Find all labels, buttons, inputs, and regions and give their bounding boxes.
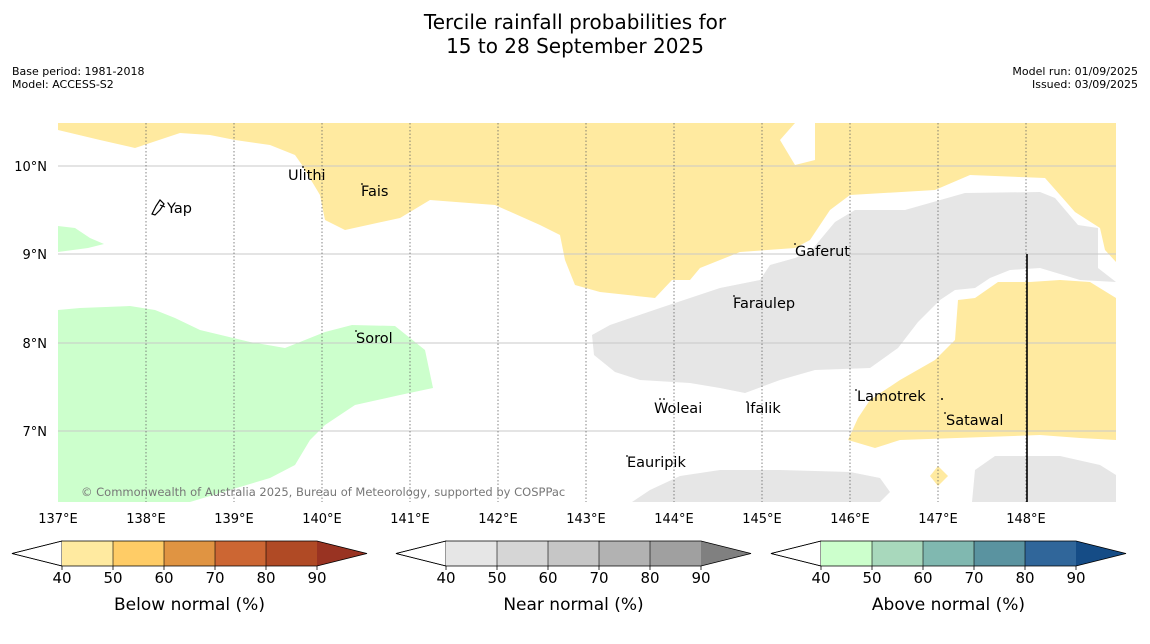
legend-title: Above normal (%) (872, 595, 1025, 615)
legend-tick-label: 80 (640, 569, 659, 587)
place-label-gaferut: Gaferut (795, 244, 850, 260)
legend-tick-label: 40 (52, 569, 71, 587)
legend-tick-label: 80 (1015, 569, 1034, 587)
island-markers (302, 166, 946, 457)
legend-tick-label: 60 (913, 569, 932, 587)
meta-right: Model run: 01/09/2025 Issued: 03/09/2025 (1012, 65, 1138, 91)
legend-extend-high (317, 541, 367, 566)
place-label-sorol: Sorol (356, 331, 393, 347)
legend-tick-label: 50 (103, 569, 122, 587)
legend-title: Below normal (%) (114, 595, 265, 615)
legend-tick-label: 70 (964, 569, 983, 587)
lon-label-145e: 145°E (742, 512, 782, 527)
legend-swatch (1025, 541, 1076, 566)
yap-island (151, 199, 166, 216)
map-area: Ulithi Fais Yap Gaferut Faraulep Sorol L… (58, 123, 1116, 502)
lon-label-141e: 141°E (390, 512, 430, 527)
legend-swatch (446, 541, 497, 566)
legend-tick-label: 70 (589, 569, 608, 587)
meta-left: Base period: 1981-2018 Model: ACCESS-S2 (12, 65, 144, 91)
lon-label-140e: 140°E (302, 512, 342, 527)
legend-swatch (872, 541, 923, 566)
legend-swatch (62, 541, 113, 566)
legend-tick-label: 90 (1066, 569, 1085, 587)
legend-tick-label: 40 (436, 569, 455, 587)
legend-extend-low (395, 540, 447, 567)
map-title-line2: 15 to 28 September 2025 (446, 34, 704, 58)
place-label-lamotrek: Lamotrek (857, 389, 926, 405)
legend-tick-label: 80 (256, 569, 275, 587)
region-above-normal-northwest (58, 226, 104, 252)
region-below-normal-small (930, 466, 948, 486)
legend-swatch (113, 541, 164, 566)
base-period: Base period: 1981-2018 (12, 65, 145, 78)
legend-above-normal: 40 50 60 70 80 90 Above normal (%) (770, 540, 1127, 615)
lon-label-148e: 148°E (1006, 512, 1046, 527)
lon-label-142e: 142°E (478, 512, 518, 527)
legend-tick-label: 70 (205, 569, 224, 587)
legend-swatch (650, 541, 701, 566)
lat-label-8n: 8°N (23, 337, 48, 352)
longitude-gridlines (145, 123, 1027, 502)
legend-below-normal: 40 50 60 70 80 90 Below normal (%) (11, 540, 368, 615)
place-label-eauripik: Eauripik (627, 455, 686, 471)
legend-swatch (821, 541, 872, 566)
legend-tick-label: 50 (487, 569, 506, 587)
lat-label-9n: 9°N (23, 248, 48, 263)
region-near-normal-southeast (972, 456, 1116, 502)
legend-swatch (548, 541, 599, 566)
model-name: Model: ACCESS-S2 (12, 78, 114, 91)
longitude-labels: 137°E 138°E 139°E 140°E 141°E 142°E 143°… (38, 512, 1046, 527)
map-title-line1: Tercile rainfall probabilities for (423, 10, 727, 34)
lon-label-147e: 147°E (918, 512, 958, 527)
place-label-woleai: Woleai (654, 401, 702, 417)
legend-extend-high (1076, 541, 1126, 566)
place-label-ifalik: Ifalik (746, 401, 781, 417)
legend-extend-high (701, 541, 751, 566)
legend-extend-low (11, 540, 63, 567)
latitude-labels: 10°N 9°N 8°N 7°N (14, 160, 47, 440)
legend-swatch (497, 541, 548, 566)
legend-tick-label: 40 (811, 569, 830, 587)
legend-title: Near normal (%) (503, 595, 643, 615)
place-label-ulithi: Ulithi (288, 168, 326, 184)
legend-swatch (599, 541, 650, 566)
place-label-faraulep: Faraulep (733, 296, 795, 312)
legend-extend-low (770, 540, 822, 567)
legend-tick-label: 90 (307, 569, 326, 587)
legend-near-normal: 40 50 60 70 80 90 Near normal (%) (395, 540, 752, 615)
legend-swatch (923, 541, 974, 566)
legend-tick-label: 60 (154, 569, 173, 587)
legend-swatch (164, 541, 215, 566)
place-label-satawal: Satawal (946, 413, 1003, 429)
lon-label-137e: 137°E (38, 512, 78, 527)
legend-tick-label: 50 (862, 569, 881, 587)
region-near-normal-south (632, 470, 890, 502)
lat-label-10n: 10°N (14, 160, 47, 175)
lon-label-146e: 146°E (830, 512, 870, 527)
region-above-normal-west (58, 306, 433, 502)
legend-swatch (215, 541, 266, 566)
lat-label-7n: 7°N (23, 425, 48, 440)
legend-tick-label: 60 (538, 569, 557, 587)
place-label-yap: Yap (166, 201, 192, 217)
lon-label-139e: 139°E (214, 512, 254, 527)
issued-date: Issued: 03/09/2025 (1031, 78, 1138, 91)
region-below-normal-southeast (848, 280, 1116, 448)
copyright-text: © Commonwealth of Australia 2025, Bureau… (81, 485, 565, 499)
legend-swatch (266, 541, 317, 566)
lon-label-144e: 144°E (654, 512, 694, 527)
place-label-fais: Fais (361, 184, 388, 200)
lon-label-138e: 138°E (126, 512, 166, 527)
place-labels: Ulithi Fais Yap Gaferut Faraulep Sorol L… (166, 168, 1003, 471)
legend-tick-label: 90 (691, 569, 710, 587)
model-run: Model run: 01/09/2025 (1012, 65, 1138, 78)
legend-swatch (974, 541, 1025, 566)
lon-label-143e: 143°E (566, 512, 606, 527)
region-below-normal-north (58, 123, 1116, 298)
